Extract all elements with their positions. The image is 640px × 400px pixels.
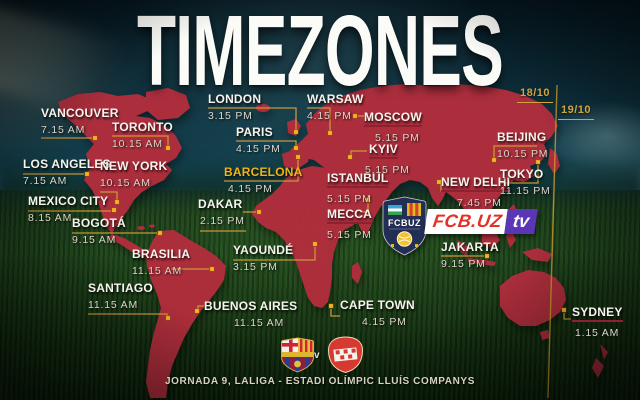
girona-crest xyxy=(327,336,364,373)
football-icon xyxy=(396,231,413,247)
city-name: CAPE TOWN xyxy=(340,298,415,312)
city-name: VANCOUVER xyxy=(41,106,119,120)
match-strip: v xyxy=(0,336,640,374)
city-time: 11.15 AM xyxy=(234,317,284,330)
city-name: LOS ANGELES xyxy=(23,157,111,171)
city-name: WARSAW xyxy=(307,92,364,106)
match-info: JORNADA 9, LALIGA - ESTADI OLÍMPIC LLUÍS… xyxy=(165,376,475,387)
city-name: KYIV xyxy=(369,143,398,160)
city-name: YAOUNDÉ xyxy=(233,243,294,257)
city-time: 10.15 AM xyxy=(100,177,151,190)
city-time: 11.15 AM xyxy=(88,299,138,312)
fcbuz-tv-wordmark: FCB.UZ xyxy=(424,209,508,234)
versus-label: v xyxy=(314,350,320,361)
city-name: BARCELONA xyxy=(224,165,303,179)
city-name: BUENOS AIRES xyxy=(204,299,298,313)
city-label-los-angeles: LOS ANGELES 7.15 AM xyxy=(23,158,111,187)
city-label-vancouver: VANCOUVER 7.15 AM xyxy=(41,107,119,136)
city-name: NEW DELHI xyxy=(441,176,511,193)
city-time: 9.15 AM xyxy=(72,234,117,247)
city-name: MOSCOW xyxy=(364,111,422,128)
city-name: LONDON xyxy=(208,92,262,106)
city-time: 7.15 AM xyxy=(41,124,86,137)
city-name: DAKAR xyxy=(198,197,243,211)
city-time: 10.15 AM xyxy=(112,138,163,151)
city-time: 8.15 AM xyxy=(28,212,73,225)
city-label-brasilia: BRASILIA 11.15 AM xyxy=(132,248,190,277)
city-name: BRASILIA xyxy=(132,247,191,261)
city-name: ISTANBUL xyxy=(327,172,389,189)
badge-mark xyxy=(415,244,418,247)
fcbuz-wordmark: FCBUZ xyxy=(388,218,421,228)
city-time: 7.45 PM xyxy=(457,197,502,210)
city-label-london: LONDON 3.15 PM xyxy=(208,93,261,122)
city-time: 4.15 PM xyxy=(362,316,407,329)
city-label-cape-town: CAPE TOWN 4.15 PM xyxy=(340,299,415,328)
date-label-19-10: 19/10 xyxy=(558,104,595,120)
city-time: 1.15 AM xyxy=(575,327,620,340)
city-time: 2.15 PM xyxy=(200,215,245,228)
city-time: 11.15 AM xyxy=(132,265,182,278)
city-label-tokyo: TOKYO 11.15 PM xyxy=(500,168,551,197)
city-label-mexico-city: MEXICO CITY 8.15 AM xyxy=(28,195,108,224)
date-label-18-10: 18/10 xyxy=(517,87,554,103)
city-label-mecca: MECCA 5.15 PM xyxy=(327,205,372,241)
badge-mark xyxy=(391,244,394,247)
city-label-buenos-aires: BUENOS AIRES 11.15 AM xyxy=(204,300,297,329)
city-name: SYDNEY xyxy=(572,306,623,323)
fcbuz-tv-logo: FCB.UZ tv xyxy=(424,209,538,234)
city-label-paris: PARIS 4.15 PM xyxy=(236,126,281,155)
tv-badge: tv xyxy=(504,209,538,234)
city-label-dakar: DAKAR 2.15 PM xyxy=(198,198,245,227)
city-name: TOKYO xyxy=(500,167,544,181)
uzbekistan-flag-icon xyxy=(388,205,402,215)
city-name: TORONTO xyxy=(112,120,173,134)
city-name: BEIJING xyxy=(497,130,547,144)
city-time: 7.15 AM xyxy=(23,175,68,188)
city-time: 4.15 PM xyxy=(228,183,273,196)
city-name: SANTIAGO xyxy=(88,281,153,295)
city-label-yaound-: YAOUNDÉ 3.15 PM xyxy=(233,244,293,273)
fcbuz-badge: FCBUZ xyxy=(382,196,427,256)
city-label-moscow: MOSCOW 5.15 PM xyxy=(364,108,422,144)
city-label-sydney: SYDNEY 1.15 AM xyxy=(572,303,623,339)
city-name: NEW YORK xyxy=(100,159,168,173)
city-time: 4.15 PM xyxy=(236,143,281,156)
city-label-warsaw: WARSAW 4.15 PM xyxy=(307,93,364,122)
city-label-new-delhi: NEW DELHI 7.45 PM xyxy=(441,173,511,210)
city-time: 3.15 PM xyxy=(208,110,253,123)
city-label-barcelona: BARCELONA 4.15 PM xyxy=(224,166,302,195)
city-time: 5.15 PM xyxy=(365,164,410,177)
city-label-new-york: NEW YORK 10.15 AM xyxy=(100,160,167,189)
blaugrana-stripes-icon xyxy=(407,203,421,216)
city-time: 3.15 PM xyxy=(233,261,278,274)
girona-checker-pattern xyxy=(333,347,358,362)
city-time: 4.15 PM xyxy=(307,110,352,123)
city-name: MEXICO CITY xyxy=(28,194,109,208)
city-label-toronto: TORONTO 10.15 AM xyxy=(112,121,173,150)
city-time: 11.15 PM xyxy=(500,185,551,198)
city-name: PARIS xyxy=(236,125,273,139)
city-label-bogot-: BOGOTÁ 9.15 AM xyxy=(72,217,126,246)
city-time: 5.15 PM xyxy=(327,193,372,206)
city-time: 9.15 PM xyxy=(441,258,486,271)
city-time: 5.15 PM xyxy=(327,229,372,242)
city-time: 5.15 PM xyxy=(375,132,420,145)
city-name: JAKARTA xyxy=(441,240,499,254)
city-label-istanbul: ISTANBUL 5.15 PM xyxy=(327,169,389,206)
city-label-santiago: SANTIAGO 11.15 AM xyxy=(88,282,153,311)
city-time: 10.15 PM xyxy=(497,148,549,161)
city-label-beijing: BEIJING 10.15 PM xyxy=(497,131,548,160)
city-label-kyiv: KYIV 5.15 PM xyxy=(365,140,410,176)
barcelona-crest xyxy=(281,337,314,373)
city-name: MECCA xyxy=(327,208,372,225)
city-label-jakarta: JAKARTA 9.15 PM xyxy=(441,241,499,270)
city-name: BOGOTÁ xyxy=(72,216,126,230)
